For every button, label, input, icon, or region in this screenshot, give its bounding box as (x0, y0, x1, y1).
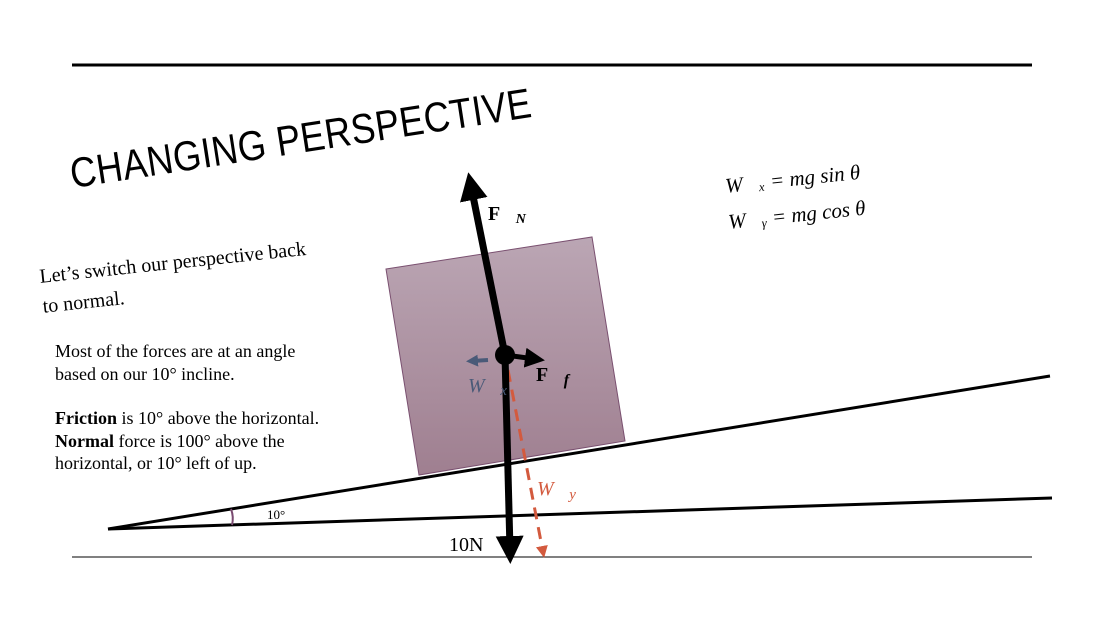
center-of-mass-dot (495, 345, 515, 365)
normal-force-label: F⃗N (488, 203, 527, 227)
body-line: based on our 10° incline. (55, 363, 235, 384)
weight-arrow (495, 354, 524, 564)
angle-arc (230, 508, 234, 526)
wy-arrow (506, 369, 548, 558)
friction-sentence: Friction is 10° above the horizontal. (55, 407, 319, 430)
normal-sentence: Normal force is 100° above the (55, 430, 319, 453)
incline-line (107, 374, 1051, 531)
body-line: force is 100° above the (113, 430, 285, 451)
friction-term: Friction (55, 408, 117, 428)
normal-term: Normal (55, 430, 114, 451)
body-line: Most of the forces are at an angle (55, 341, 296, 361)
body-line: is 10° above the horizontal. (116, 408, 320, 428)
body-text: Most of the forces are at an angle based… (55, 340, 319, 475)
wx-arrow (466, 354, 489, 367)
friction-label: F⃗f (536, 364, 571, 389)
wy-label: W⃗y (537, 478, 576, 503)
weight-label: 10N (449, 534, 483, 556)
body-line: horizontal, or 10° left of up. (55, 453, 257, 473)
normal-force-arrow (460, 172, 509, 356)
horizontal-reference-line (107, 496, 1053, 531)
wx-label: W⃗x (468, 375, 507, 399)
angle-label: 10° (267, 507, 285, 522)
